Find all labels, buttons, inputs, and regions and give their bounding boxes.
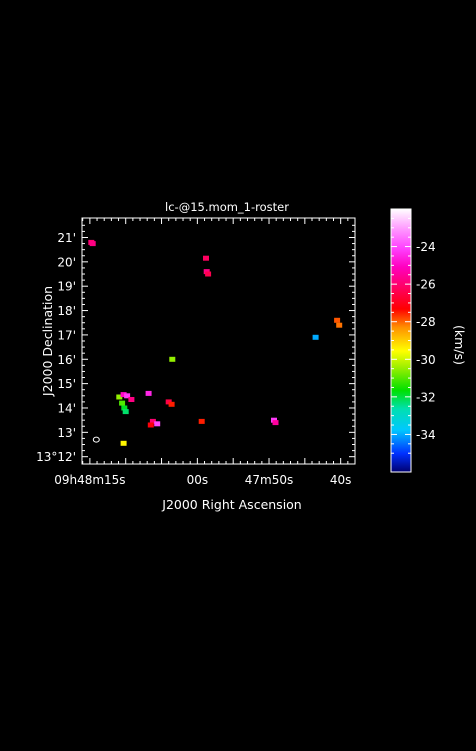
colorbar-tick-label: -26 [416,278,436,292]
velocity-source [149,418,156,424]
y-axis-label: J2000 Declination [40,286,55,397]
colorbar-tick-label: -34 [416,428,436,442]
colorbar-label: (km/s) [452,325,467,365]
colorbar-tick-label: -28 [416,315,436,329]
y-tick-label: 17' [57,328,76,342]
velocity-source [128,397,135,402]
x-tick-label: 40s [330,473,352,487]
plot-title: lc-@15.mom_1-roster [165,200,289,214]
velocity-source [272,420,279,426]
velocity-source [312,334,319,340]
y-tick-label: 14' [57,401,76,415]
y-tick-label: 13' [57,426,76,440]
velocity-source [89,241,96,247]
x-axis: 09h48m15s 00s 47m50s 40s [54,218,356,487]
y-tick-label: 21' [57,231,76,245]
y-axis: 13°12' 13' 14' 15' 16' 17' 18' 19' 20' 21' [36,224,355,464]
x-axis-label: J2000 Right Ascension [161,497,301,512]
y-tick-label: 16' [57,353,76,367]
y-tick-label: 19' [57,280,76,294]
colorbar-axis: -24 -26 -28 -30 -32 -34 [391,217,436,454]
velocity-source [169,356,176,362]
velocity-source [334,317,341,323]
velocity-source [122,409,129,415]
velocity-source [147,422,154,428]
velocity-source [120,440,127,446]
velocity-source [168,401,175,407]
velocity-source [198,418,205,424]
velocity-source [203,255,209,261]
velocity-source [121,405,128,411]
plot-area [88,239,343,446]
y-tick-label: 15' [57,377,76,391]
colorbar-tick-label: -24 [416,240,436,254]
velocity-source [116,394,123,400]
colorbar-tick-label: -30 [416,353,436,367]
x-tick-label: 00s [187,473,209,487]
velocity-source [336,322,343,328]
x-tick-label: 47m50s [245,473,293,487]
velocity-source [120,392,127,398]
velocity-source [205,271,212,277]
colorbar-tick-label: -32 [416,390,436,404]
beam-ellipse [92,436,100,443]
x-tick-label: 09h48m15s [54,473,125,487]
velocity-source [119,400,126,406]
velocity-source [154,421,161,427]
velocity-source [124,393,131,399]
velocity-source [145,390,152,396]
y-tick-label: 13°12' [36,450,76,464]
y-tick-label: 18' [57,304,76,318]
y-tick-label: 20' [57,255,76,269]
